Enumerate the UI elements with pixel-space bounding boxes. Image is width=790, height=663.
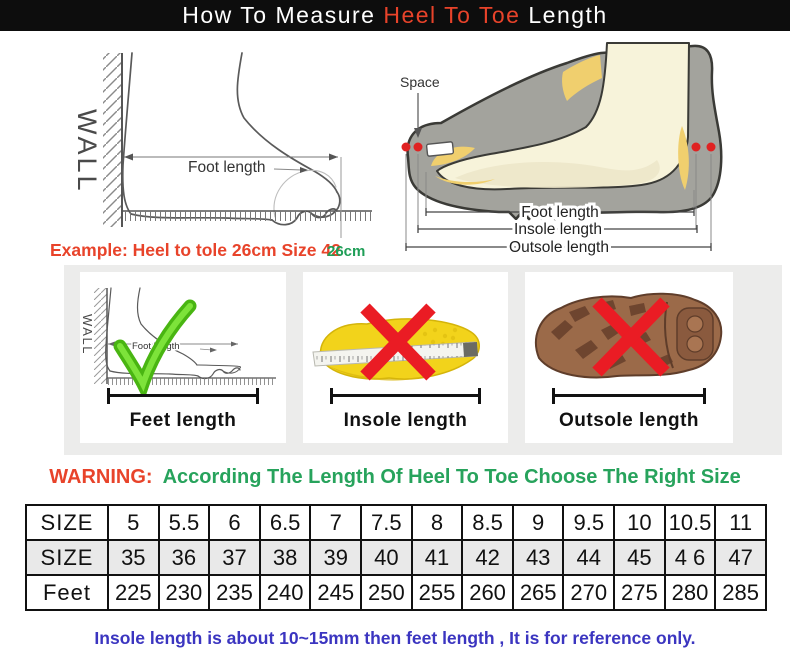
size-cell: 7.5 <box>360 504 413 541</box>
size-cell: 45 <box>613 539 666 576</box>
size-cell: 7 <box>309 504 363 541</box>
length-bracket <box>552 388 706 404</box>
foot-measure-diagram: WALL Foot length <box>72 52 372 238</box>
size-cell: 9 <box>511 504 565 541</box>
size-table: SIZE 5 5.5 6 6.5 7 7.5 8 8.5 9 9.5 10 10.5 11 SIZE 35 36… <box>25 504 767 611</box>
size-cell: 38 <box>258 539 312 576</box>
cross-icon <box>360 303 436 381</box>
small-arrow-icon <box>300 167 308 173</box>
example-row: Example: Heel to tole 26cm Size 42 26cm <box>0 240 420 266</box>
size-cell: 37 <box>208 539 261 576</box>
size-cell: 240 <box>258 574 312 611</box>
cross-icon <box>592 297 670 377</box>
table-row: SIZE 5 5.5 6 6.5 7 7.5 8 8.5 9 9.5 10 10.5 11 <box>25 504 767 541</box>
ruler <box>122 210 372 221</box>
size-cell: 44 <box>562 539 616 576</box>
size-cell: 4 6 <box>663 539 717 576</box>
foot-length-dimension: Foot length <box>124 153 338 179</box>
size-cell: 280 <box>663 574 717 611</box>
shoe-foot-length-label: Foot length <box>521 204 599 221</box>
title-prefix: How To Measure <box>182 2 384 28</box>
size-cell: 8 <box>410 504 464 541</box>
page-title: How To Measure Heel To Toe Length <box>0 0 790 31</box>
footer-note: Insole length is about 10~15mm then feet… <box>94 628 696 648</box>
wall-hatching <box>103 53 122 227</box>
foot-inside-shoe <box>436 42 690 191</box>
mini-foot-diagram: WALL Foot length <box>80 287 276 394</box>
title-highlight: Heel To Toe <box>383 2 521 28</box>
row-header: SIZE <box>25 539 109 576</box>
dimension-lines <box>405 208 712 251</box>
size-cell: 42 <box>461 539 514 576</box>
size-cell: 225 <box>107 574 160 611</box>
size-cell: 43 <box>511 539 565 576</box>
size-cell: 41 <box>410 539 464 576</box>
title-suffix: Length <box>520 2 608 28</box>
space-arrow-icon <box>414 93 422 138</box>
insole-illustration <box>312 303 480 381</box>
row-header: Feet <box>25 574 109 611</box>
size-cell: 39 <box>309 539 363 576</box>
panel-insole-length: Insole length <box>303 272 508 443</box>
length-bracket <box>329 388 482 404</box>
size-cell: 10.5 <box>663 504 717 541</box>
row-header: SIZE <box>25 504 109 541</box>
size-cell: 9.5 <box>562 504 616 541</box>
shoe-insole-length-label: Insole length <box>514 221 602 238</box>
table-row: SIZE 35 36 37 38 39 40 41 42 43 44 45 4 6 47 <box>25 539 767 576</box>
size-cell: 250 <box>360 574 413 611</box>
table-row: Feet 225 230 235 240 245 250 255 260 265 270 275 280… <box>25 574 767 611</box>
size-cell: 5.5 <box>157 504 211 541</box>
wall-label: WALL <box>72 109 102 194</box>
warning-label: WARNING: <box>49 466 153 488</box>
insole-highlight <box>431 55 689 190</box>
size-cell: 6 <box>208 504 261 541</box>
size-cell: 235 <box>208 574 261 611</box>
shoe-outsole-length-label: Outsole length <box>509 239 609 256</box>
foot-length-label: Foot length <box>188 159 266 176</box>
size-cell: 285 <box>714 574 767 611</box>
foot-shading <box>455 160 660 188</box>
size-cell: 8.5 <box>461 504 514 541</box>
size-cell: 5 <box>107 504 160 541</box>
ruler-value-label: 26cm <box>327 243 366 260</box>
warning-line: WARNING: According The Length Of Heel To … <box>0 466 790 489</box>
size-cell: 11 <box>714 504 767 541</box>
size-cell: 260 <box>461 574 514 611</box>
warning-message: According The Length Of Heel To Toe Choo… <box>162 466 741 488</box>
size-table-wrap: SIZE 5 5.5 6 6.5 7 7.5 8 8.5 9 9.5 10 10.5 11 SIZE 35 36… <box>25 504 767 611</box>
size-cell: 40 <box>360 539 413 576</box>
size-cell: 36 <box>157 539 211 576</box>
panel-caption: Insole length <box>343 410 468 431</box>
toe-nail <box>425 141 455 157</box>
measure-point-dots <box>401 142 716 152</box>
size-cell: 245 <box>309 574 363 611</box>
size-table-body: SIZE 5 5.5 6 6.5 7 7.5 8 8.5 9 9.5 10 10.5 11 SIZE 35 36… <box>25 504 767 611</box>
space-label: Space <box>400 74 440 90</box>
size-cell: 6.5 <box>258 504 312 541</box>
size-cell: 265 <box>511 574 565 611</box>
panel-caption: Feet length <box>129 410 237 431</box>
size-cell: 270 <box>562 574 616 611</box>
shoe-cross-section-diagram: Foot length Insole length Outsole length… <box>400 42 723 259</box>
length-bracket <box>106 388 260 404</box>
heel-pads <box>676 307 714 361</box>
size-cell: 10 <box>613 504 666 541</box>
check-icon <box>113 299 197 394</box>
extension-lines <box>405 154 712 247</box>
size-cell: 35 <box>107 539 160 576</box>
panel-outsole-length: Outsole length <box>525 272 733 443</box>
size-cell: 275 <box>613 574 666 611</box>
foot-outline <box>121 52 341 226</box>
example-text: Example: Heel to tole 26cm Size 42 <box>50 240 341 260</box>
size-cell: 230 <box>157 574 211 611</box>
size-cell: 47 <box>714 539 767 576</box>
size-cell: 255 <box>410 574 464 611</box>
outsole-illustration <box>535 292 723 379</box>
mini-wall-label: WALL <box>80 314 95 355</box>
panel-feet-length: WALL Foot length Feet length <box>80 272 286 443</box>
panel-caption: Outsole length <box>559 410 699 431</box>
